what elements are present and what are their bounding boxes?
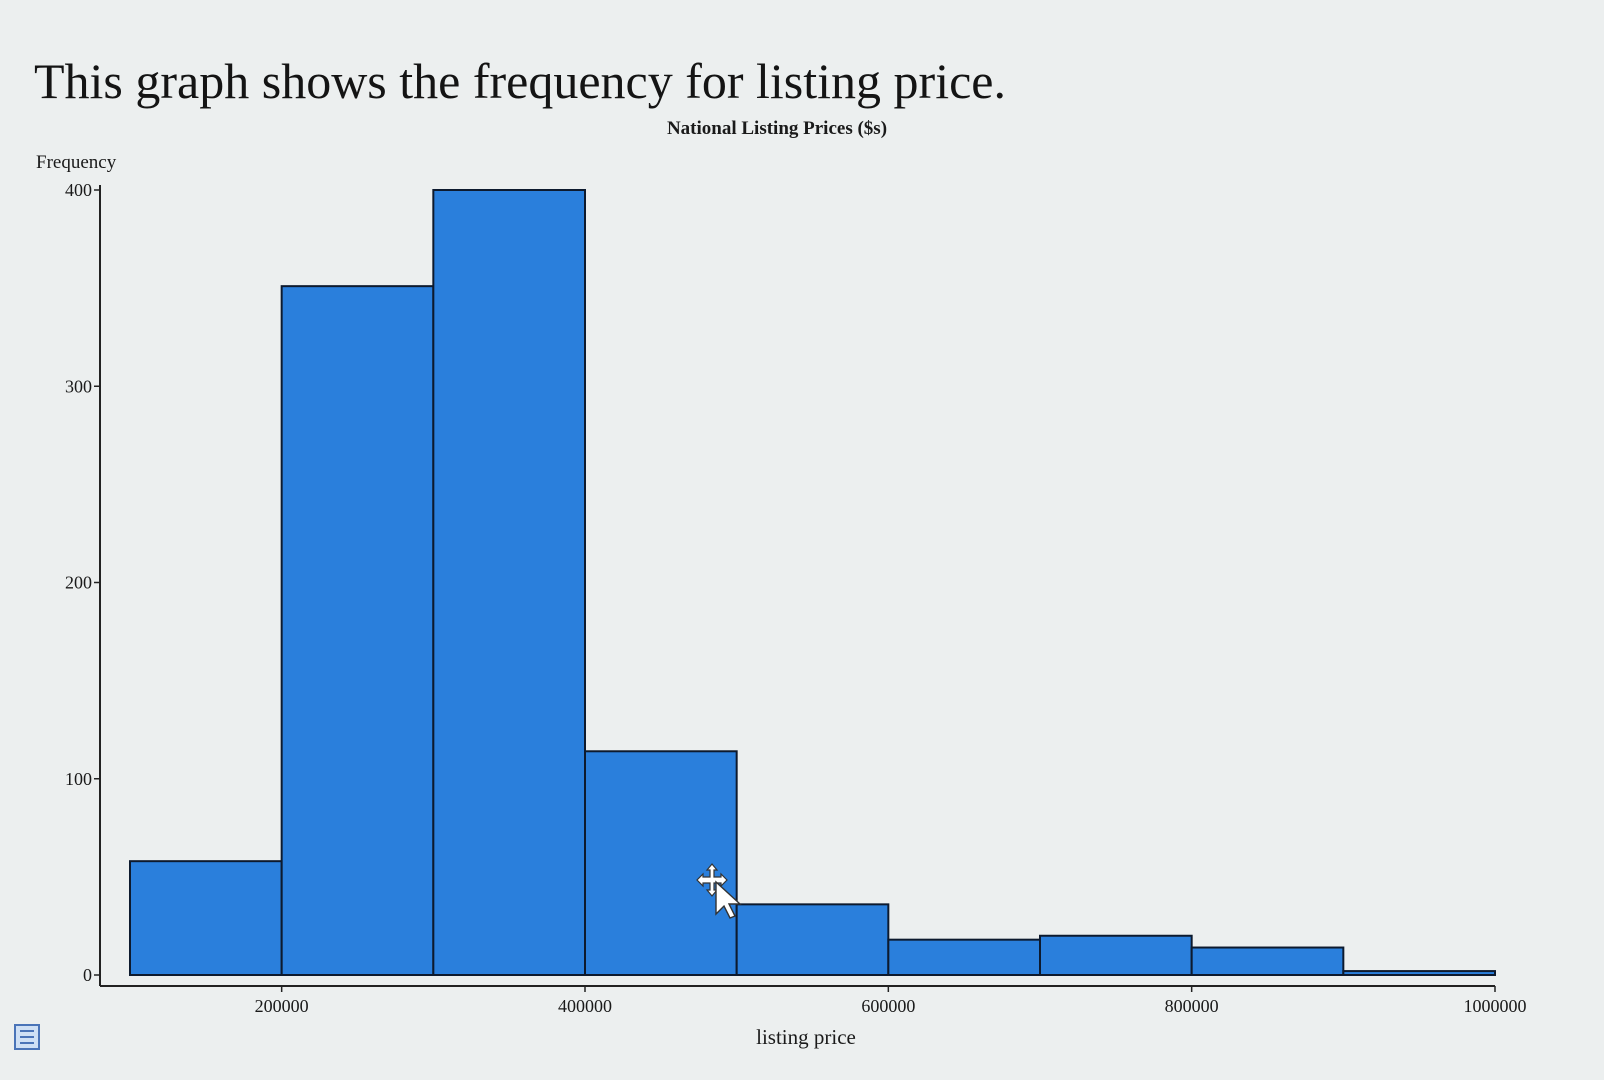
x-tick-label: 1000000 bbox=[1464, 996, 1527, 1016]
axes-group bbox=[99, 185, 1495, 987]
histogram-bar-9 bbox=[1342, 970, 1497, 977]
x-tick-label: 600000 bbox=[861, 996, 915, 1016]
x-tick-label: 200000 bbox=[255, 996, 309, 1016]
histogram-bar-3 bbox=[432, 189, 587, 976]
y-tick-label: 100 bbox=[65, 769, 92, 789]
histogram-bar-8 bbox=[1190, 946, 1345, 977]
chart-title: National Listing Prices ($s) bbox=[667, 118, 887, 139]
histogram-bar-1 bbox=[129, 860, 283, 976]
histogram-bar-5 bbox=[735, 903, 890, 976]
page-caption: This graph shows the frequency for listi… bbox=[34, 53, 1006, 109]
y-tick-label: 400 bbox=[65, 180, 92, 200]
histogram-bar-6 bbox=[887, 938, 1041, 976]
move-cursor-icon bbox=[696, 863, 742, 919]
y-axis-label: Frequency bbox=[36, 152, 117, 173]
menu-icon[interactable] bbox=[14, 1024, 40, 1050]
x-axis-label: listing price bbox=[756, 1025, 856, 1049]
bars-group bbox=[129, 189, 1497, 977]
y-tick-label: 300 bbox=[65, 376, 92, 396]
y-tick-label: 200 bbox=[65, 573, 92, 593]
ticks-group: 0 100 200 300 400 200000 400000 600000 800000 100… bbox=[65, 180, 1527, 1016]
x-tick-label: 800000 bbox=[1165, 996, 1219, 1016]
histogram-bar-4 bbox=[584, 750, 738, 977]
histogram-bar-2 bbox=[280, 285, 435, 977]
histogram-bar-7 bbox=[1039, 934, 1193, 976]
x-tick-label: 400000 bbox=[558, 996, 612, 1016]
y-tick-label: 0 bbox=[83, 965, 92, 985]
